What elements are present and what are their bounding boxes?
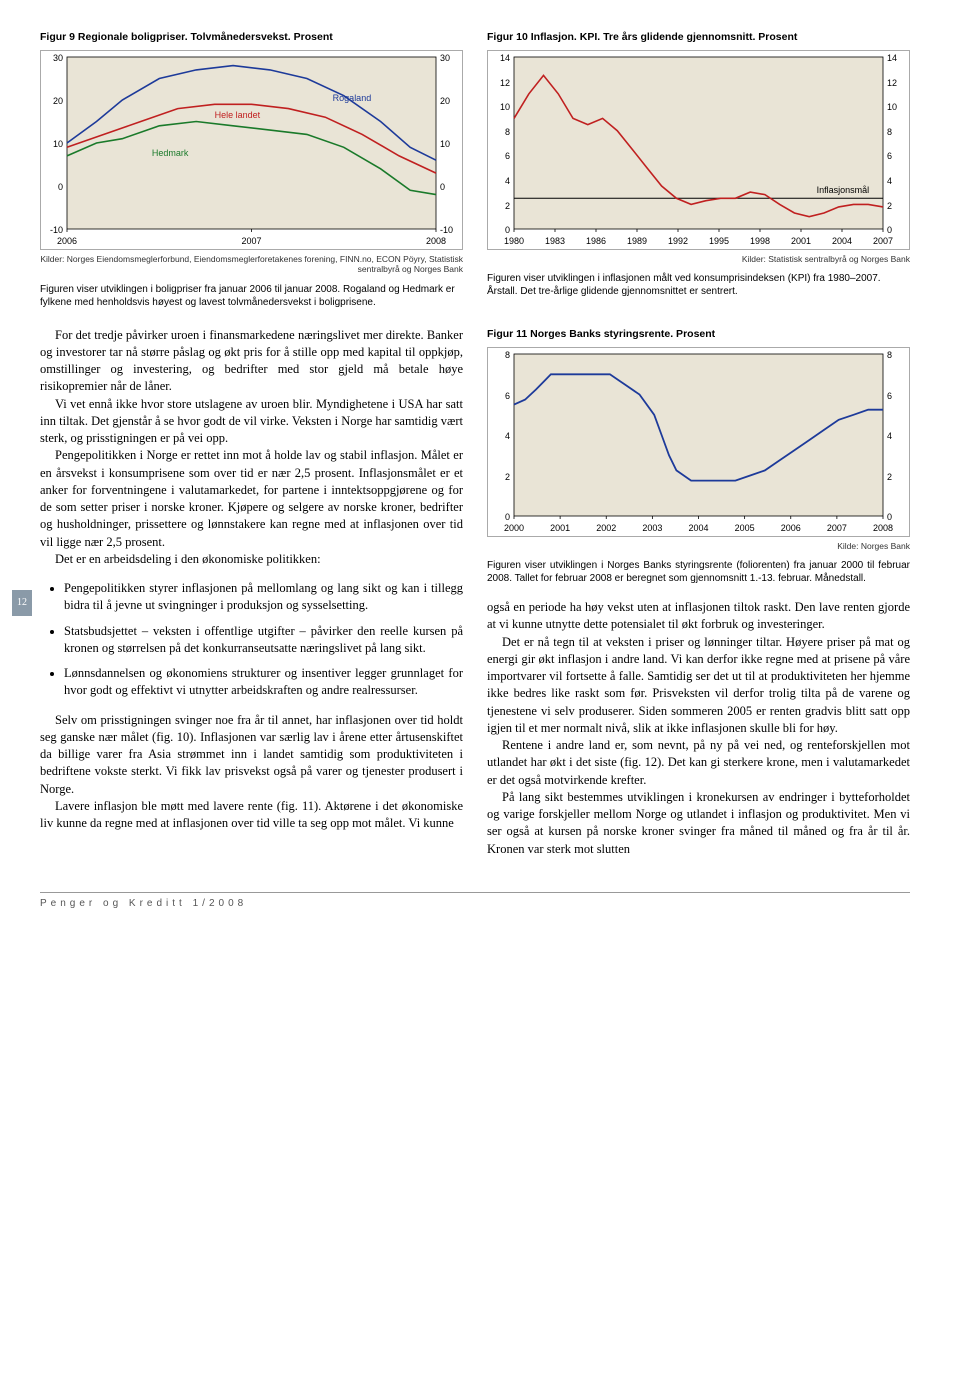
- body-paragraph: Selv om prisstigningen svinger noe fra å…: [40, 712, 463, 798]
- figure-11-source: Kilde: Norges Bank: [487, 541, 910, 551]
- body-paragraph: Det er nå tegn til at veksten i priser o…: [487, 634, 910, 738]
- page-footer: Penger og Kreditt 1/2008: [40, 892, 910, 911]
- body-paragraph: På lang sikt bestemmes utviklingen i kro…: [487, 789, 910, 858]
- body-paragraph: For det tredje påvirker uroen i finansma…: [40, 327, 463, 396]
- bullet-item: Lønnsdannelsen og økonomiens strukturer …: [64, 665, 463, 700]
- figure-10-caption: Figuren viser utviklingen i inflasjonen …: [487, 272, 910, 298]
- bullet-list: Pengepolitikken styrer inflasjonen på me…: [64, 580, 463, 700]
- bullet-item: Statsbudsjettet – veksten i offentlige u…: [64, 623, 463, 658]
- figure-10: Figur 10 Inflasjon. KPI. Tre års glidend…: [487, 30, 910, 309]
- left-column: For det tredje påvirker uroen i finansma…: [40, 327, 463, 858]
- figure-9-title: Figur 9 Regionale boligpriser. Tolvmåned…: [40, 30, 463, 44]
- body-paragraph: Vi vet ennå ikke hvor store utslagene av…: [40, 396, 463, 448]
- figure-11-title: Figur 11 Norges Banks styringsrente. Pro…: [487, 327, 910, 341]
- figure-11-chart: 0022446688200020012002200320042005200620…: [487, 347, 910, 537]
- body-paragraph: Lavere inflasjon ble møtt med lavere ren…: [40, 798, 463, 833]
- body-paragraph: Rentene i andre land er, som nevnt, på n…: [487, 737, 910, 789]
- page-number-tab: 12: [12, 590, 32, 616]
- figure-9: Figur 9 Regionale boligpriser. Tolvmåned…: [40, 30, 463, 309]
- figure-10-title: Figur 10 Inflasjon. KPI. Tre års glidend…: [487, 30, 910, 44]
- right-column: Figur 11 Norges Banks styringsrente. Pro…: [487, 327, 910, 858]
- body-paragraph: også en periode ha høy vekst uten at inf…: [487, 599, 910, 634]
- figure-10-chart: 0022446688101012121414198019831986198919…: [487, 50, 910, 250]
- figure-9-chart: -10-1000101020203030200620072008Rogaland…: [40, 50, 463, 250]
- body-columns: For det tredje påvirker uroen i finansma…: [40, 327, 910, 858]
- figure-9-source: Kilder: Norges Eiendomsmeglerforbund, Ei…: [40, 254, 463, 274]
- bullet-item: Pengepolitikken styrer inflasjonen på me…: [64, 580, 463, 615]
- figure-11: Figur 11 Norges Banks styringsrente. Pro…: [487, 327, 910, 586]
- body-paragraph: Det er en arbeidsdeling i den økonomiske…: [40, 551, 463, 568]
- figure-11-caption: Figuren viser utviklingen i Norges Banks…: [487, 559, 910, 585]
- figure-9-caption: Figuren viser utviklingen i boligpriser …: [40, 283, 463, 309]
- figure-10-source: Kilder: Statistisk sentralbyrå og Norges…: [487, 254, 910, 264]
- top-charts-row: Figur 9 Regionale boligpriser. Tolvmåned…: [40, 30, 910, 309]
- body-paragraph: Pengepolitikken i Norge er rettet inn mo…: [40, 447, 463, 551]
